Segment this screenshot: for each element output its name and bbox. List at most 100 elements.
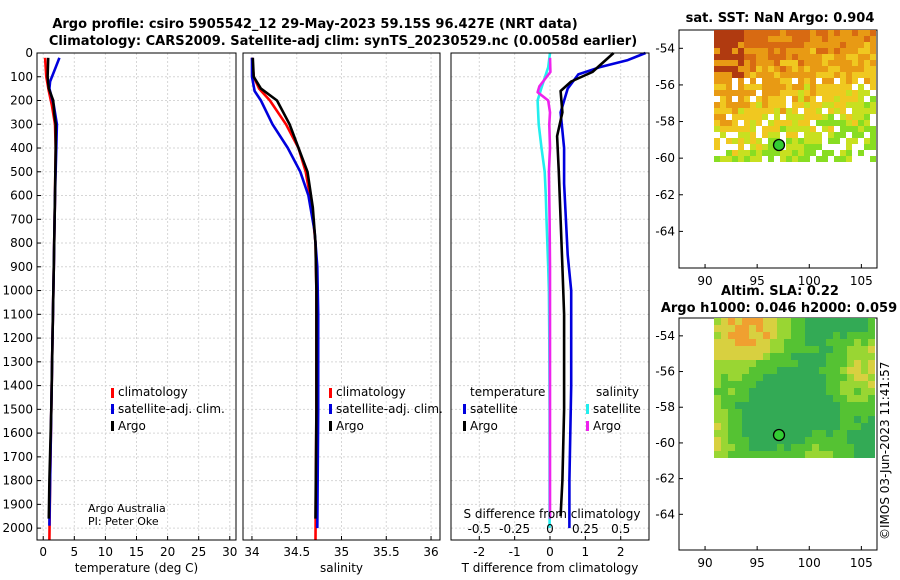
map-x-tick-label: 100 [798,556,821,570]
sla-cell [847,388,854,395]
sla-cell [763,353,770,360]
sla-cell [826,437,833,444]
sst-cell [714,78,720,84]
sla-cell [833,423,840,430]
sla-cell [770,409,777,416]
sst-cell [720,120,726,126]
x2-tick-label: -0.5 [468,522,491,536]
sst-cell [738,84,744,90]
sla-cell [791,360,798,367]
sst-cell [870,30,876,36]
sla-cell [714,437,721,444]
sla-cell [756,325,763,332]
sst-cell [810,54,816,60]
sst-cell [786,144,792,150]
sst-cell [732,156,738,162]
sla-cell [833,332,840,339]
sla-cell [784,381,791,388]
sst-cell [798,102,804,108]
sst-cell [828,150,834,156]
sst-cell [798,126,804,132]
sst-cell [810,114,816,120]
sst-cell [792,42,798,48]
sst-cell [846,84,852,90]
sst-cell [804,36,810,42]
sst-cell [852,36,858,42]
sla-cell [805,423,812,430]
sla-cell [714,423,721,430]
sst-cell [804,132,810,138]
sla-cell [826,451,833,458]
sla-cell [833,416,840,423]
sla-cell [749,388,756,395]
sst-cell [792,84,798,90]
sst-cell [762,60,768,66]
legend-label-climatology: climatology [336,385,406,399]
y-tick-label: 1400 [2,379,33,393]
x2-tick-label: 0 [546,522,554,536]
sla-cell [854,444,861,451]
legend-title-temperature: temperature [470,385,545,399]
sla-cell [763,360,770,367]
sst-cell [810,144,816,150]
sla-cell [770,395,777,402]
sst-cell [750,150,756,156]
sst-cell [858,30,864,36]
sst-cell [738,90,744,96]
sst-cell [840,36,846,42]
sst-cell [816,108,822,114]
legend-swatch-temp-satellite [463,404,466,414]
sst-cell [828,60,834,66]
sst-cell [816,48,822,54]
sla-cell [763,444,770,451]
sst-cell [834,66,840,72]
sst-cell [744,36,750,42]
sla-cell [847,360,854,367]
sst-cell [858,42,864,48]
sst-cell [714,114,720,120]
sla-cell [721,423,728,430]
sst-cell [858,120,864,126]
sst-cell [756,54,762,60]
sst-cell [744,48,750,54]
sla-cell [714,374,721,381]
sst-cell [738,30,744,36]
sst-cell [720,90,726,96]
sst-cell [786,54,792,60]
sst-cell [744,138,750,144]
sst-cell [828,108,834,114]
x-axis-label: T difference from climatology [461,561,639,575]
sst-cell [714,72,720,78]
sla-cell [784,402,791,409]
sst-cell [792,126,798,132]
sst-cell [858,84,864,90]
sst-cell [744,84,750,90]
sla-cell [784,332,791,339]
sst-cell [858,54,864,60]
sla-cell [721,346,728,353]
sla-cell [840,444,847,451]
sst-cell [738,144,744,150]
sst-cell [792,60,798,66]
x-tick-label: 0 [39,545,47,559]
sst-cell [840,78,846,84]
sst-cell [738,102,744,108]
sst-cell [792,36,798,42]
sst-cell [798,96,804,102]
x-tick-label: 35.5 [373,545,400,559]
sla-cell [742,339,749,346]
sla-cell [798,451,805,458]
sst-cell [822,54,828,60]
sst-cell [810,132,816,138]
sst-cell [816,138,822,144]
sla-cell [854,360,861,367]
sst-cell [846,120,852,126]
sst-cell [846,96,852,102]
sla-cell [798,318,805,325]
sla-cell [805,430,812,437]
sst-cell [792,66,798,72]
sla-cell [840,360,847,367]
sst-cell [756,66,762,72]
map-x-tick-label: 95 [750,274,765,288]
sla-cell [791,451,798,458]
